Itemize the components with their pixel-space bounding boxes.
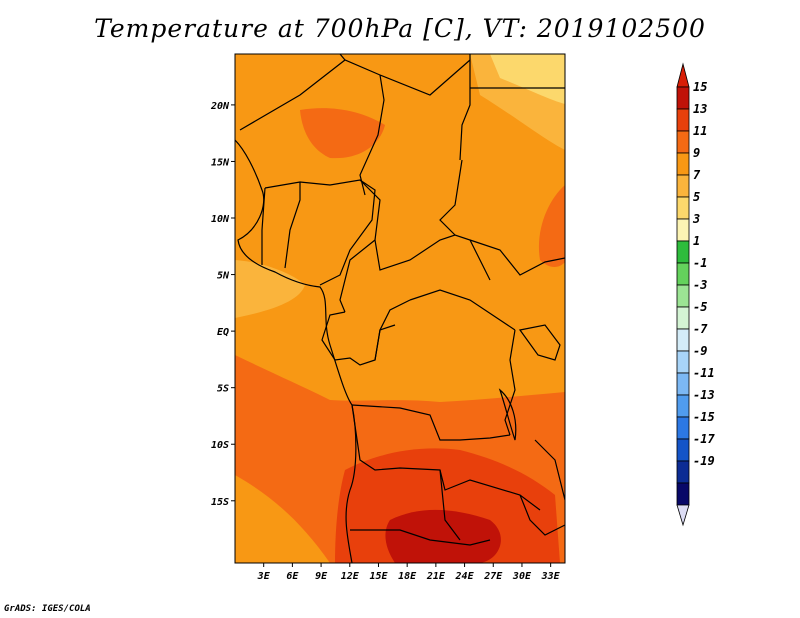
lon-tick-label: 6E — [286, 571, 299, 582]
colorbar-label: 7 — [693, 168, 701, 182]
lon-tick-label: 24E — [455, 571, 475, 582]
lon-tick-label: 30E — [512, 571, 532, 582]
colorbar-bottom-arrow — [676, 504, 690, 527]
colorbar-label: 1 — [693, 234, 700, 248]
colorbar-label: 9 — [693, 146, 700, 160]
lat-tick-label: 15N — [211, 157, 230, 168]
colorbar-label: -9 — [693, 344, 707, 358]
lat-tick-label: 15S — [211, 497, 229, 508]
colorbar-swatch — [676, 130, 690, 154]
colorbar-label: 15 — [693, 80, 707, 94]
lat-tick-label: 20N — [210, 101, 230, 112]
colorbar-label: -15 — [693, 410, 715, 424]
grads-credit: GrADS: IGES/COLA — [4, 604, 91, 614]
colorbar-swatch — [676, 350, 690, 374]
colorbar-swatch — [676, 86, 690, 110]
colorbar-swatch — [676, 416, 690, 440]
colorbar-swatch — [676, 152, 690, 176]
colorbar-swatch — [676, 482, 690, 506]
chart-title: Temperature at 700hPa [C], VT: 201910250… — [94, 14, 706, 43]
colorbar-swatch — [676, 306, 690, 330]
colorbar-swatch — [676, 262, 690, 286]
colorbar-swatch — [676, 328, 690, 352]
colorbar-swatch — [676, 174, 690, 198]
colorbar-label: 3 — [692, 212, 700, 226]
colorbar-label: -1 — [693, 256, 707, 270]
lon-tick-label: 9E — [315, 571, 328, 582]
lat-tick-label: 10S — [211, 440, 229, 451]
lat-tick-label: EQ — [217, 327, 229, 338]
lat-tick-label: 5N — [217, 271, 230, 282]
colorbar: 15 13 11 9 7 5 3 1 -1 -3 -5 -7 -9 -11 -13 -15 -17 -19 — [676, 62, 715, 527]
colorbar-swatch — [676, 438, 690, 462]
colorbar-label: 5 — [693, 190, 700, 204]
latitude-axis: 20N 15N 10N 5N EQ 5S 10S 15S — [210, 101, 235, 508]
colorbar-label: -19 — [693, 454, 715, 468]
country-borders — [235, 54, 565, 563]
temperature-field — [235, 54, 565, 563]
lat-tick-label: 5S — [217, 384, 229, 395]
lat-tick-label: 10N — [211, 214, 230, 225]
map-frame — [234, 53, 566, 564]
colorbar-label: -5 — [693, 300, 707, 314]
colorbar-swatch — [676, 218, 690, 242]
colorbar-label: -13 — [693, 388, 715, 402]
colorbar-swatch — [676, 284, 690, 308]
lon-tick-label: 33E — [541, 571, 561, 582]
colorbar-label: 11 — [693, 124, 707, 138]
colorbar-label: 13 — [693, 102, 707, 116]
lon-tick-label: 27E — [483, 571, 503, 582]
colorbar-swatch — [676, 108, 690, 132]
colorbar-label: -17 — [693, 432, 715, 446]
lon-tick-label: 12E — [341, 571, 360, 582]
colorbar-top-arrow — [676, 62, 690, 88]
colorbar-swatch — [676, 372, 690, 396]
lon-tick-label: 18E — [398, 571, 417, 582]
lon-tick-label: 3E — [257, 571, 271, 582]
colorbar-swatch — [676, 394, 690, 418]
colorbar-label: -7 — [693, 322, 708, 336]
colorbar-swatch — [676, 460, 690, 484]
colorbar-swatch — [676, 196, 690, 220]
colorbar-swatch — [676, 240, 690, 264]
colorbar-label: -11 — [693, 366, 715, 380]
lon-tick-label: 21E — [426, 571, 446, 582]
lon-tick-label: 15E — [369, 571, 388, 582]
longitude-axis: 3E 6E 9E 12E 15E 18E 21E 24E 27E 30E 33E — [257, 563, 561, 582]
colorbar-label: -3 — [693, 278, 707, 292]
